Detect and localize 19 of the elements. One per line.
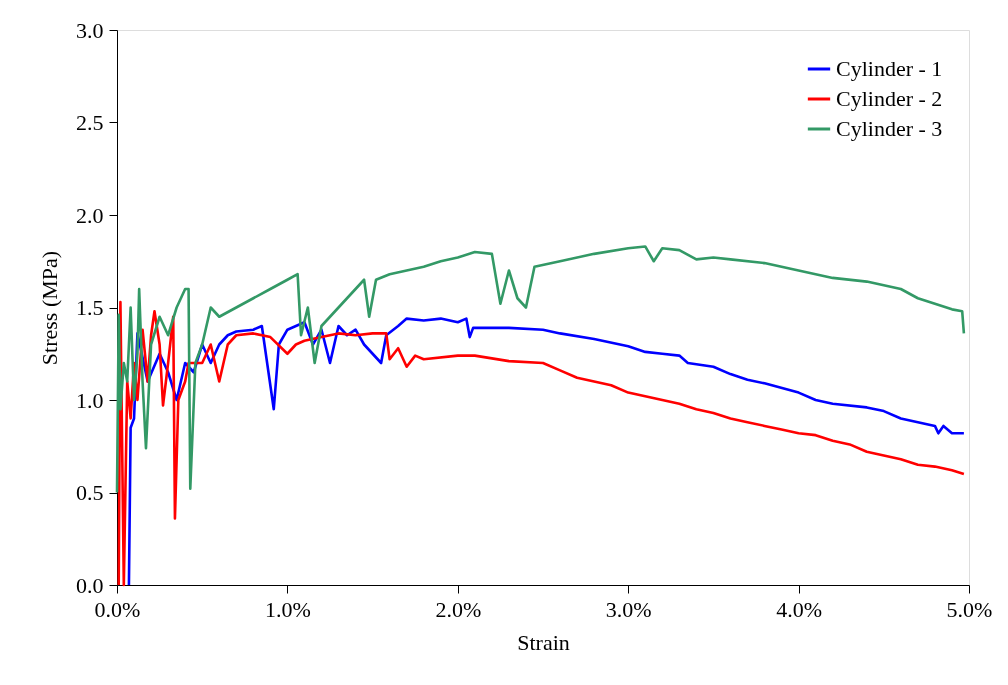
legend-label: Cylinder - 1 [836, 56, 943, 81]
x-tick-label: 2.0% [435, 596, 482, 622]
y-tick-label: 2.0 [76, 202, 104, 228]
x-tick-label: 4.0% [776, 596, 823, 622]
y-tick-label: 1.5 [76, 295, 104, 320]
y-tick-label: 0.5 [76, 480, 104, 505]
x-tick-label: 1.0% [264, 596, 311, 622]
x-axis-title: Strain [517, 629, 570, 655]
y-tick-label: 1.0 [76, 387, 104, 413]
legend-label: Cylinder - 2 [836, 86, 943, 111]
x-tick-label: 3.0% [605, 596, 652, 622]
legend-label: Cylinder - 3 [836, 116, 943, 141]
line-series [115, 245, 966, 494]
y-axis-title: Stress (MPa) [37, 250, 62, 366]
y-tick-label: 2.5 [76, 110, 104, 135]
x-tick-label: 0.0% [94, 596, 141, 622]
y-tick-label: 0.0 [76, 572, 104, 598]
y-tick-label: 3.0 [76, 17, 104, 43]
x-tick-label: 5.0% [946, 596, 993, 622]
